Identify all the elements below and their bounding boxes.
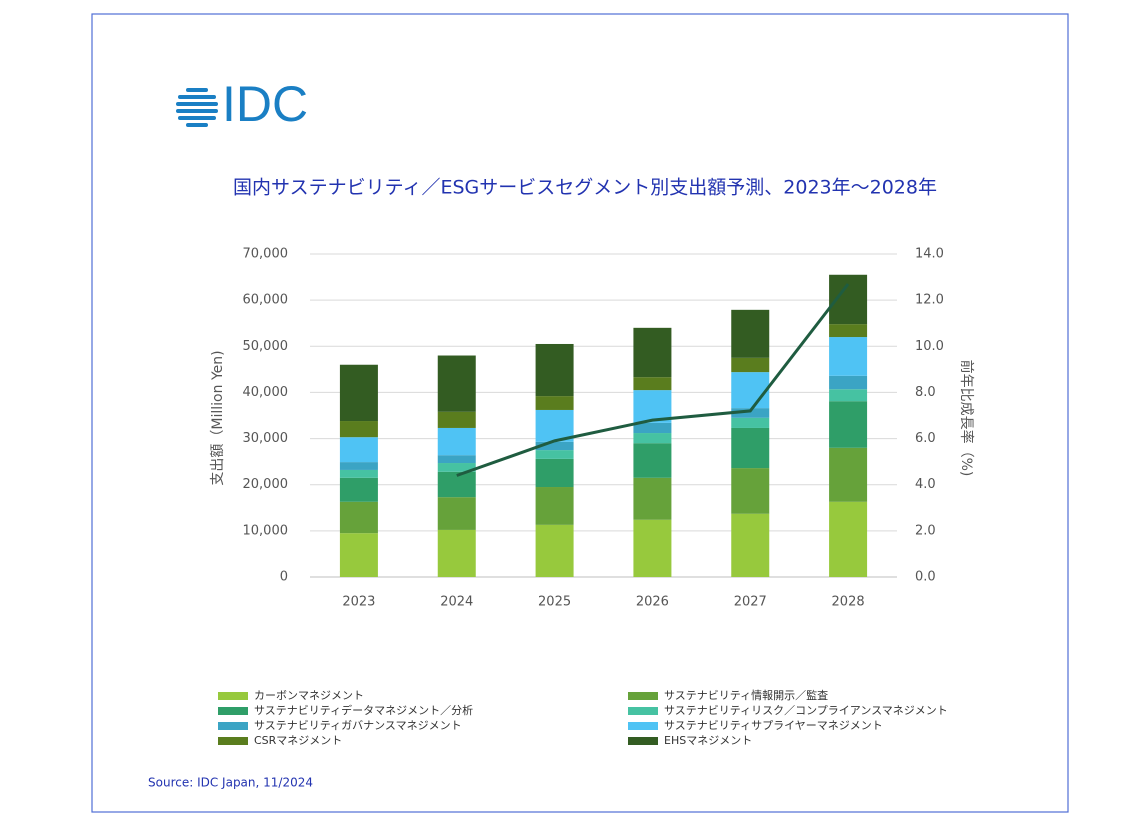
bar-segment	[535, 441, 574, 451]
y2-tick-label: 14.0	[915, 247, 944, 262]
x-tick-label: 2025	[538, 595, 571, 610]
legend-label: サステナビリティデータマネジメント／分析	[254, 703, 473, 717]
legend-swatch	[218, 692, 248, 700]
bar-segment	[437, 411, 476, 428]
legend-label: サステナビリティサプライヤーマネジメント	[664, 719, 883, 732]
y2-tick-label: 2.0	[915, 523, 936, 538]
y2-axis-title: 前年比成長率（%)	[958, 360, 975, 477]
legend-swatch	[628, 692, 658, 700]
y2-tick-label: 12.0	[915, 293, 944, 308]
x-tick-label: 2023	[342, 595, 375, 610]
bar-segment	[633, 377, 672, 391]
legend-label: カーボンマネジメント	[254, 689, 364, 702]
bar-segment	[339, 533, 378, 577]
y-tick-label: 30,000	[243, 431, 289, 446]
bar-segment	[535, 487, 574, 525]
y-tick-label: 0	[280, 570, 288, 585]
y-tick-label: 50,000	[243, 339, 289, 354]
bar-segment	[339, 469, 378, 478]
bar-segment	[339, 437, 378, 463]
bar-segment	[829, 337, 868, 376]
legend-swatch	[628, 722, 658, 730]
bar-segment	[633, 327, 672, 378]
bar-segment	[731, 417, 770, 428]
growth-line	[456, 283, 850, 477]
bar-segment	[339, 462, 378, 470]
bar-segment	[829, 324, 868, 338]
y2-tick-label: 6.0	[915, 431, 936, 446]
frame	[91, 13, 1069, 813]
bar-segment	[633, 443, 672, 478]
y2-tick-label: 8.0	[915, 385, 936, 400]
x-tick-label: 2024	[440, 595, 473, 610]
bar-segment	[437, 471, 476, 498]
x-tick-label: 2026	[636, 595, 669, 610]
bar-segment	[339, 421, 378, 438]
bar-segment	[633, 519, 672, 577]
y-tick-label: 40,000	[243, 385, 289, 400]
bar-segment	[829, 447, 868, 502]
legend-swatch	[218, 722, 248, 730]
source: Source: IDC Japan, 11/2024	[148, 776, 313, 790]
y-tick-label: 10,000	[243, 523, 289, 538]
bar-segment	[731, 427, 770, 469]
legend-label: サステナビリティ情報開示／監査	[664, 688, 828, 702]
legend-swatch	[218, 737, 248, 745]
bar-segment	[535, 524, 574, 577]
bar-segment	[535, 396, 574, 410]
bar-segment	[829, 501, 868, 577]
bar-segment	[339, 501, 378, 534]
y-tick-label: 20,000	[243, 477, 289, 492]
bar-segment	[731, 357, 770, 373]
legend-label: CSRマネジメント	[254, 734, 342, 747]
bar-segment	[437, 355, 476, 412]
bar-segment	[535, 458, 574, 488]
bar-segment	[535, 343, 574, 397]
bar-segment	[437, 497, 476, 530]
y-tick-label: 70,000	[243, 247, 289, 262]
bar-segment	[829, 375, 868, 390]
bar-segment	[535, 450, 574, 459]
legend-swatch	[218, 707, 248, 715]
legend-swatch	[628, 707, 658, 715]
chart-title: 国内サステナビリティ／ESGサービスセグメント別支出額予測、2023年～2028…	[233, 177, 937, 199]
y-axis-title: 支出額（Million Yen)	[210, 350, 226, 485]
logo-icon	[176, 88, 218, 127]
bar-segment	[731, 513, 770, 577]
y2-tick-label: 4.0	[915, 477, 936, 492]
bar-segment	[633, 422, 672, 434]
legend-label: サステナビリティリスク／コンプライアンスマネジメント	[664, 704, 948, 717]
y-tick-label: 60,000	[243, 293, 289, 308]
bar-segment	[339, 477, 378, 502]
bar-segment	[437, 455, 476, 464]
bar-segment	[829, 389, 868, 402]
bar-segment	[535, 409, 574, 442]
bar-segment	[437, 463, 476, 472]
bar-segment	[829, 401, 868, 448]
bar-segment	[731, 408, 770, 418]
bar-segment	[437, 427, 476, 456]
bar-segment	[633, 433, 672, 444]
x-tick-label: 2027	[734, 595, 767, 610]
legend-label: EHSマネジメント	[664, 734, 752, 747]
y2-tick-label: 10.0	[915, 339, 944, 354]
x-tick-label: 2028	[832, 595, 865, 610]
bar-segment	[731, 372, 770, 409]
legend-swatch	[628, 737, 658, 745]
bar-segment	[437, 529, 476, 577]
legend-label: サステナビリティガバナンスマネジメント	[254, 719, 462, 732]
logo-text: IDC	[222, 76, 308, 132]
bar-segment	[339, 364, 378, 422]
bar-segment	[731, 468, 770, 514]
bar-segment	[731, 309, 770, 358]
bar-segment	[633, 477, 672, 520]
y2-tick-label: 0.0	[915, 570, 936, 585]
